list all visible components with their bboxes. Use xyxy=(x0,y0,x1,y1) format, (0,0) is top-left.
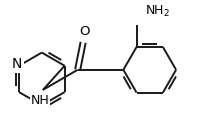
Text: O: O xyxy=(80,25,90,38)
Text: NH$_2$: NH$_2$ xyxy=(145,4,170,19)
Text: N: N xyxy=(12,57,22,71)
Text: NH: NH xyxy=(31,94,49,107)
